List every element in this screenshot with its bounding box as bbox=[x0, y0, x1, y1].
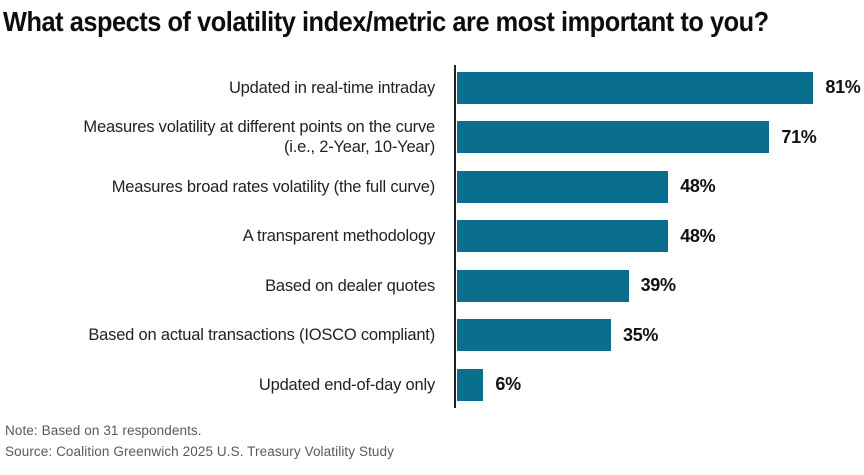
bar-row: Measures volatility at different points … bbox=[0, 113, 864, 163]
bar bbox=[457, 368, 484, 401]
category-label: Updated end-of-day only bbox=[258, 375, 435, 394]
value-label: 6% bbox=[495, 374, 521, 395]
bar-row: Based on actual transactions (IOSCO comp… bbox=[0, 311, 864, 361]
category-label: A transparent methodology bbox=[242, 227, 435, 246]
category-label: Measures broad rates volatility (the ful… bbox=[111, 177, 435, 196]
value-label: 39% bbox=[640, 275, 676, 296]
bar-row: Based on dealer quotes 39% bbox=[0, 261, 864, 311]
chart-title: What aspects of volatility index/metric … bbox=[3, 6, 769, 37]
bar bbox=[457, 220, 669, 253]
category-label: Measures volatility at different points … bbox=[83, 118, 435, 157]
note-text: Note: Based on 31 respondents. bbox=[5, 423, 202, 438]
bar bbox=[457, 170, 669, 203]
bar bbox=[457, 121, 770, 154]
bar-row: Updated end-of-day only 6% bbox=[0, 360, 864, 410]
value-label: 81% bbox=[825, 77, 861, 98]
category-label: Based on dealer quotes bbox=[265, 276, 435, 295]
category-label: Based on actual transactions (IOSCO comp… bbox=[88, 326, 435, 345]
value-label: 48% bbox=[680, 176, 716, 197]
bar-chart: Updated in real-time intraday 81% Measur… bbox=[0, 63, 864, 410]
value-label: 35% bbox=[623, 324, 659, 345]
chart-footer: Note: Based on 31 respondents. Source: C… bbox=[5, 421, 394, 463]
y-axis-line bbox=[454, 65, 456, 408]
bar bbox=[457, 269, 629, 302]
bar-row: Measures broad rates volatility (the ful… bbox=[0, 162, 864, 212]
value-label: 71% bbox=[781, 126, 817, 147]
bar-row: Updated in real-time intraday 81% bbox=[0, 63, 864, 113]
value-label: 48% bbox=[680, 225, 716, 246]
category-label: Updated in real-time intraday bbox=[228, 78, 435, 97]
bar-row: A transparent methodology 48% bbox=[0, 212, 864, 262]
bar bbox=[457, 71, 814, 104]
bar bbox=[457, 319, 611, 352]
source-text: Source: Coalition Greenwich 2025 U.S. Tr… bbox=[5, 443, 394, 459]
